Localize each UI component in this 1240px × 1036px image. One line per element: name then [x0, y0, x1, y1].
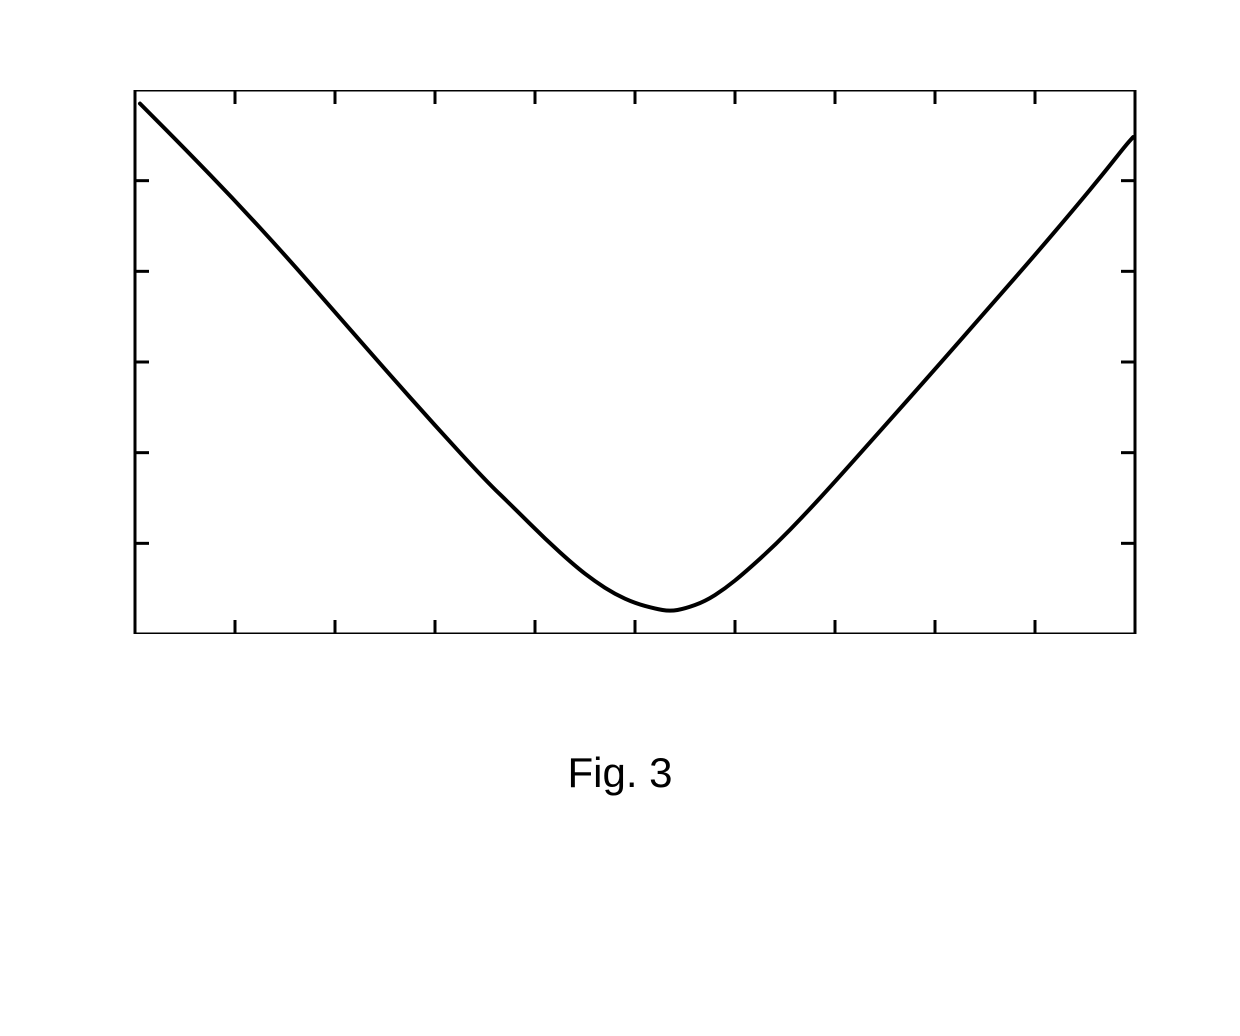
chart-container: [55, 90, 1185, 634]
figure-caption: Fig. 3: [567, 749, 672, 797]
curve-chart: [55, 90, 1185, 634]
